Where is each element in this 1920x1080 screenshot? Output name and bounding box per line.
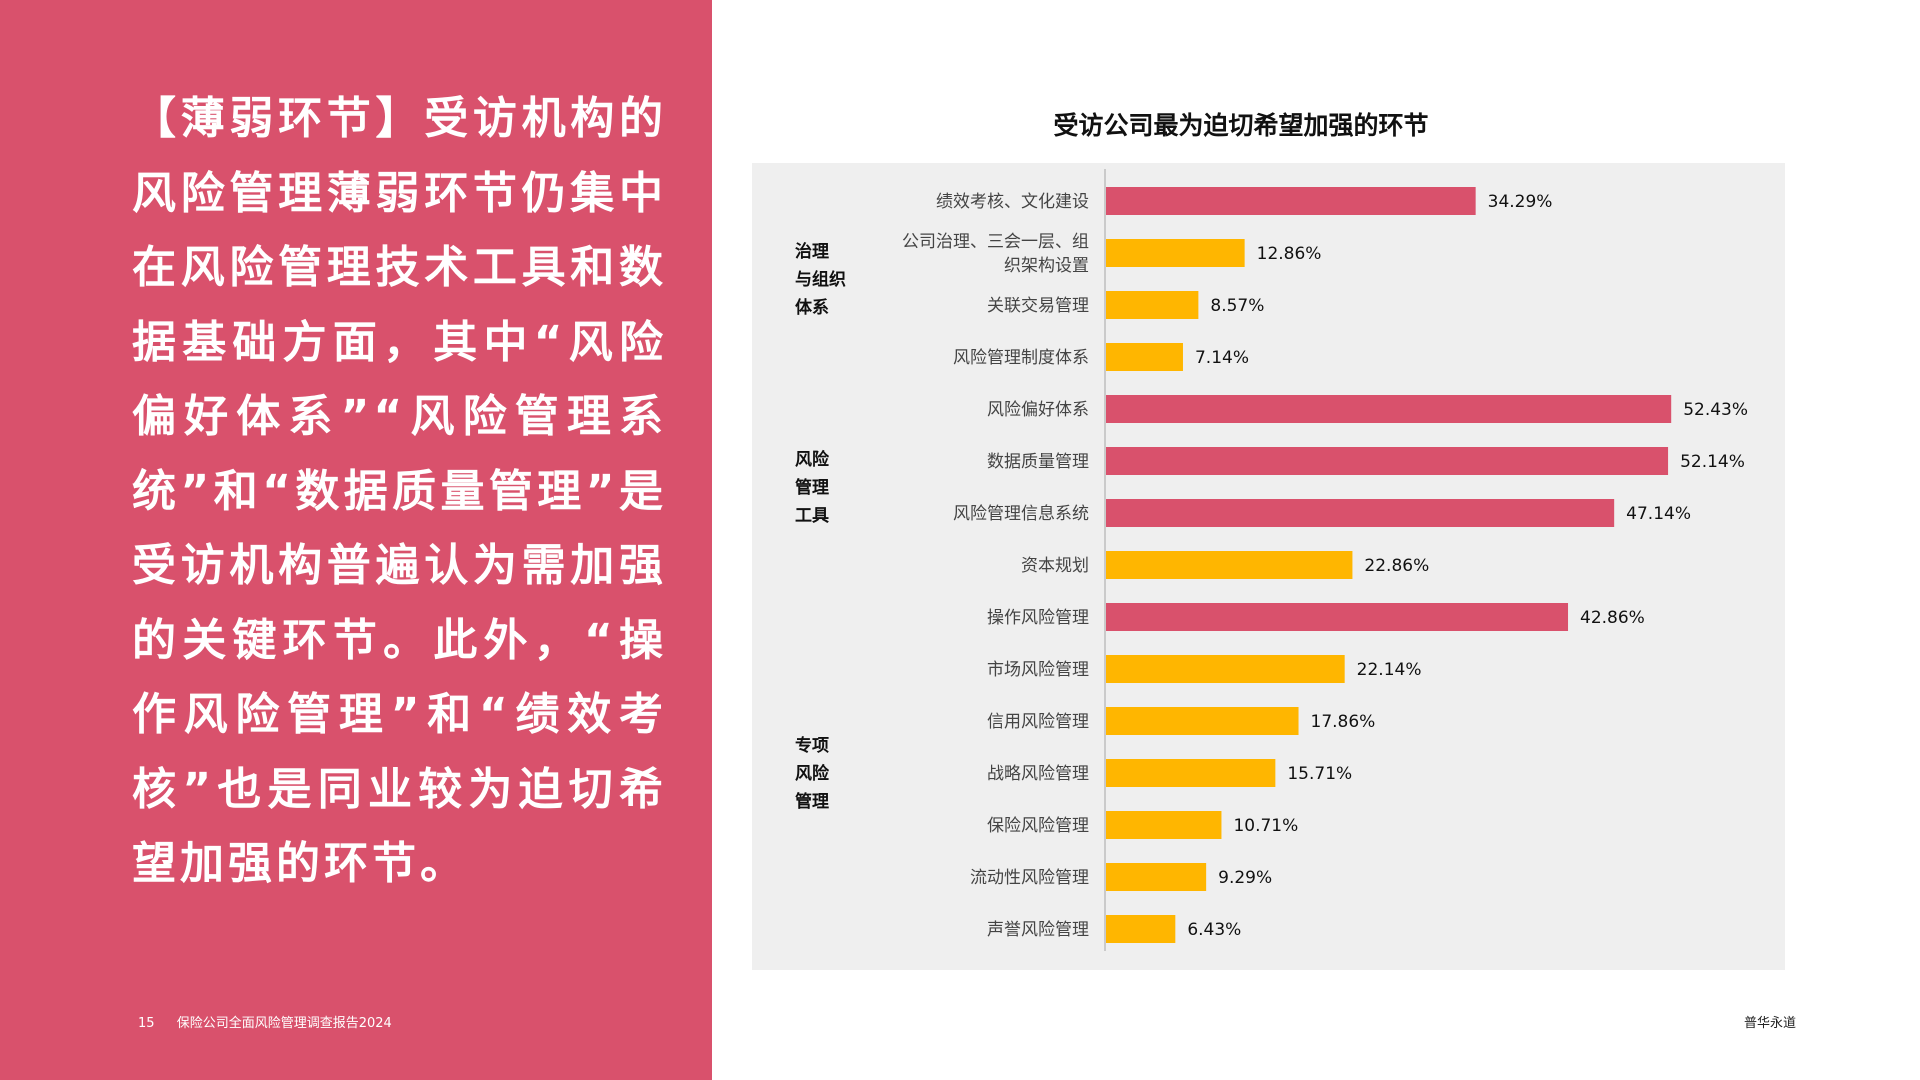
bar — [1106, 239, 1245, 267]
data-label: 7.14% — [1195, 348, 1249, 368]
data-label: 42.86% — [1580, 608, 1645, 628]
category-label: 操作风险管理 — [987, 608, 1089, 628]
group-label: 与组织 — [795, 269, 846, 290]
group-label: 管理 — [795, 791, 829, 812]
group-label: 工具 — [795, 506, 829, 526]
data-label: 47.14% — [1626, 504, 1691, 524]
group-label: 风险 — [795, 449, 830, 470]
footer-left: 15 保险公司全面风险管理调查报告2024 — [138, 1012, 392, 1031]
data-label: 22.86% — [1364, 556, 1429, 576]
data-label: 22.14% — [1357, 660, 1422, 680]
bar — [1106, 395, 1672, 423]
bar — [1106, 499, 1615, 527]
bar — [1106, 811, 1222, 839]
bar — [1106, 603, 1569, 631]
bar — [1106, 915, 1176, 943]
page-number: 15 — [138, 1016, 155, 1031]
bar — [1106, 655, 1345, 683]
bar — [1106, 759, 1276, 787]
data-label: 8.57% — [1210, 296, 1264, 316]
data-label: 6.43% — [1187, 920, 1241, 940]
data-label: 52.43% — [1683, 400, 1748, 420]
category-label: 关联交易管理 — [987, 296, 1089, 316]
report-title: 保险公司全面风险管理调查报告2024 — [176, 1016, 392, 1031]
category-label: 信用风险管理 — [987, 712, 1089, 732]
group-label: 风险 — [795, 763, 830, 784]
category-label: 战略风险管理 — [987, 764, 1089, 784]
category-label: 风险偏好体系 — [987, 400, 1089, 420]
category-label: 保险风险管理 — [987, 816, 1089, 836]
category-label: 公司治理、三会一层、组 — [902, 232, 1089, 252]
bar — [1106, 863, 1207, 891]
group-label: 体系 — [795, 297, 829, 318]
category-label: 风险管理制度体系 — [953, 348, 1089, 368]
category-label: 资本规划 — [1021, 556, 1089, 576]
data-label: 12.86% — [1257, 244, 1322, 264]
category-label: 声誉风险管理 — [987, 920, 1089, 940]
category-label: 绩效考核、文化建设 — [936, 192, 1089, 212]
group-label: 治理 — [795, 241, 829, 262]
group-label: 管理 — [795, 477, 829, 498]
bar — [1106, 551, 1353, 579]
brand-name: 普华永道 — [1743, 1016, 1796, 1031]
data-label: 10.71% — [1233, 816, 1298, 836]
bar — [1106, 291, 1199, 319]
data-label: 52.14% — [1680, 452, 1745, 472]
data-label: 9.29% — [1218, 868, 1272, 888]
data-label: 34.29% — [1488, 192, 1553, 212]
category-label: 数据质量管理 — [987, 452, 1089, 472]
left-panel: 【薄弱环节】受访机构的风险管理薄弱环节仍集中在风险管理技术工具和数据基础方面，其… — [0, 0, 712, 1080]
bar — [1106, 707, 1299, 735]
category-label: 织架构设置 — [1004, 256, 1089, 276]
left-panel-text: 【薄弱环节】受访机构的风险管理薄弱环节仍集中在风险管理技术工具和数据基础方面，其… — [132, 93, 667, 889]
chart-title: 受访公司最为迫切希望加强的环节 — [1053, 111, 1429, 140]
bar — [1106, 343, 1183, 371]
group-label: 专项 — [795, 735, 829, 756]
data-label: 15.71% — [1287, 764, 1352, 784]
category-label: 风险管理信息系统 — [953, 504, 1089, 524]
category-label: 市场风险管理 — [987, 660, 1089, 680]
bar — [1106, 187, 1476, 215]
bar — [1106, 447, 1669, 475]
data-label: 17.86% — [1311, 712, 1376, 732]
category-label: 流动性风险管理 — [970, 868, 1089, 888]
